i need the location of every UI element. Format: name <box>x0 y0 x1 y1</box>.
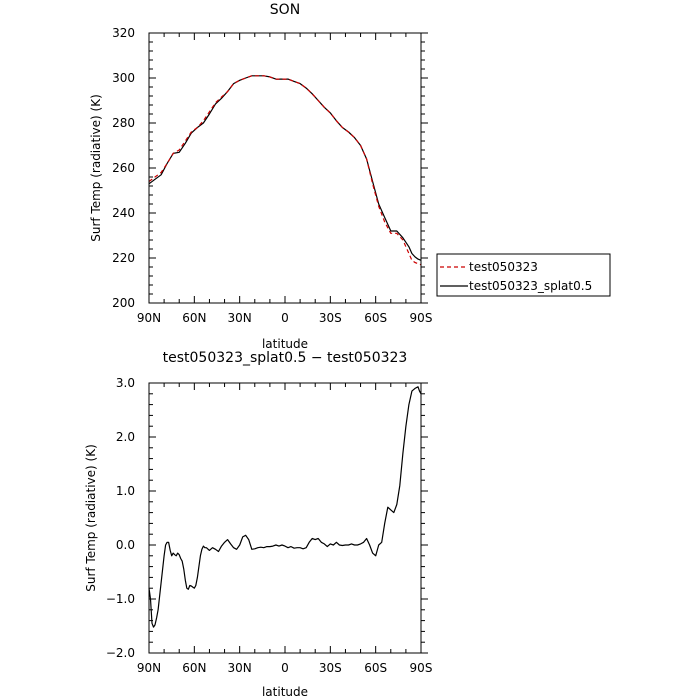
bottom-x-tick-labels: 90N 60N 30N 0 30S 60S 90S <box>137 661 433 675</box>
legend-entry-1: test050323 <box>469 260 538 274</box>
bottom-series-group <box>148 386 422 628</box>
y-tick-label: 0.0 <box>116 538 135 552</box>
bottom-y-tick-labels: −2.0 −1.0 0.0 1.0 2.0 3.0 <box>106 376 135 660</box>
series-line-2 <box>148 75 422 266</box>
legend: test050323 test050323_splat0.5 <box>436 253 611 297</box>
x-tick-label: 0 <box>281 311 289 325</box>
top-y-tick-labels: 200 220 240 260 280 300 320 <box>112 26 135 310</box>
difference-chart-title: test050323_splat0.5 − test050323 <box>163 350 408 366</box>
x-tick-label: 60S <box>364 311 387 325</box>
y-tick-label: 240 <box>112 206 135 220</box>
x-tick-label: 90S <box>410 661 433 675</box>
x-axis-label: latitude <box>262 685 308 699</box>
top-chart: SON 90N 60N 30N 0 30S 60S 90S 200 220 240 260 280 3… <box>89 2 611 351</box>
y-axis-label: Surf Temp (radiative) (K) <box>89 94 103 242</box>
series-line-1 <box>148 386 422 628</box>
y-tick-label: 320 <box>112 26 135 40</box>
top-x-tick-labels: 90N 60N 30N 0 30S 60S 90S <box>137 311 433 325</box>
x-tick-label: 30N <box>228 311 252 325</box>
y-tick-label: 2.0 <box>116 430 135 444</box>
y-tick-label: 280 <box>112 116 135 130</box>
y-tick-label: 3.0 <box>116 376 135 390</box>
y-tick-label: 1.0 <box>116 484 135 498</box>
chart-title: SON <box>270 2 300 18</box>
x-tick-label: 30S <box>319 311 342 325</box>
x-tick-label: 90N <box>137 311 161 325</box>
y-tick-label: 300 <box>112 71 135 85</box>
y-tick-label: 220 <box>112 251 135 265</box>
top-plot-frame <box>148 32 422 304</box>
x-tick-label: 60N <box>182 661 206 675</box>
y-tick-label: 200 <box>112 296 135 310</box>
legend-box <box>436 253 611 297</box>
bottom-chart: test050323_splat0.5 − test050323 90N 60N 3… <box>84 350 432 699</box>
x-tick-label: 60N <box>182 311 206 325</box>
y-tick-label: −2.0 <box>106 646 135 660</box>
y-axis-label: Surf Temp (radiative) (K) <box>84 444 98 592</box>
x-tick-label: 90S <box>410 311 433 325</box>
series-line-1 <box>148 75 422 261</box>
bottom-plot-frame <box>148 382 422 654</box>
x-tick-label: 90N <box>137 661 161 675</box>
x-tick-label: 30S <box>319 661 342 675</box>
y-tick-label: 260 <box>112 161 135 175</box>
x-tick-label: 60S <box>364 661 387 675</box>
x-tick-label: 0 <box>281 661 289 675</box>
x-tick-label: 30N <box>228 661 252 675</box>
y-tick-label: −1.0 <box>106 592 135 606</box>
x-axis-label: latitude <box>262 337 308 351</box>
legend-entry-2: test050323_splat0.5 <box>469 279 592 293</box>
top-ticks <box>148 32 428 304</box>
top-series-group <box>148 75 422 266</box>
